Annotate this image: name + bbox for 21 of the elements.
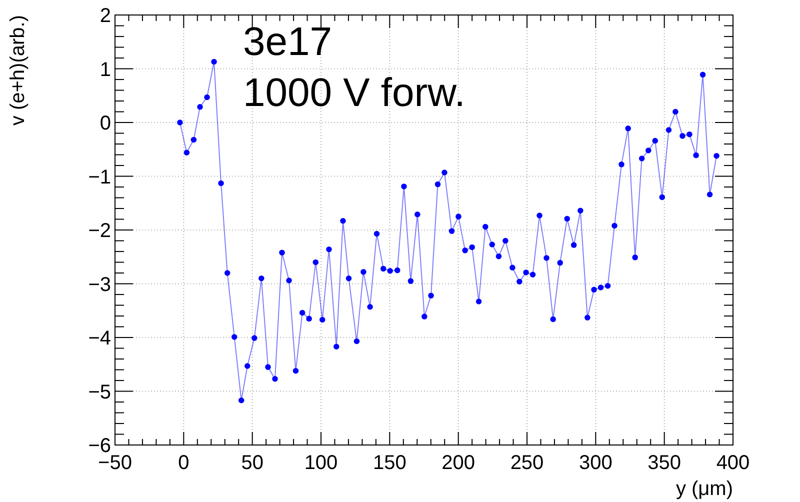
y-tick-label: −1	[88, 166, 111, 188]
y-tick-label: 2	[100, 5, 111, 27]
y-tick-label: 0	[100, 112, 111, 134]
x-tick-label: 250	[510, 452, 544, 474]
x-tick-label: 100	[304, 452, 338, 474]
y-axis-title: v (e+h)(arb.)	[7, 15, 29, 126]
x-tick-label: 400	[716, 452, 750, 474]
x-tick-label: 300	[578, 452, 612, 474]
annotation: 3e17	[243, 20, 332, 64]
x-tick-label: 200	[442, 452, 476, 474]
x-tick-label: 350	[648, 452, 682, 474]
y-tick-label: −5	[88, 381, 111, 404]
annotation: 1000 V forw.	[243, 71, 466, 115]
y-tick-label: 1	[100, 58, 111, 81]
y-tick-label: −4	[88, 328, 111, 350]
y-tick-label: −3	[88, 274, 111, 296]
x-tick-label: 150	[372, 452, 406, 474]
x-tick-label: 0	[178, 452, 190, 474]
y-tick-label: −2	[88, 220, 111, 242]
x-tick-label: 50	[241, 452, 264, 474]
x-axis-title: y (μm)	[676, 478, 733, 500]
